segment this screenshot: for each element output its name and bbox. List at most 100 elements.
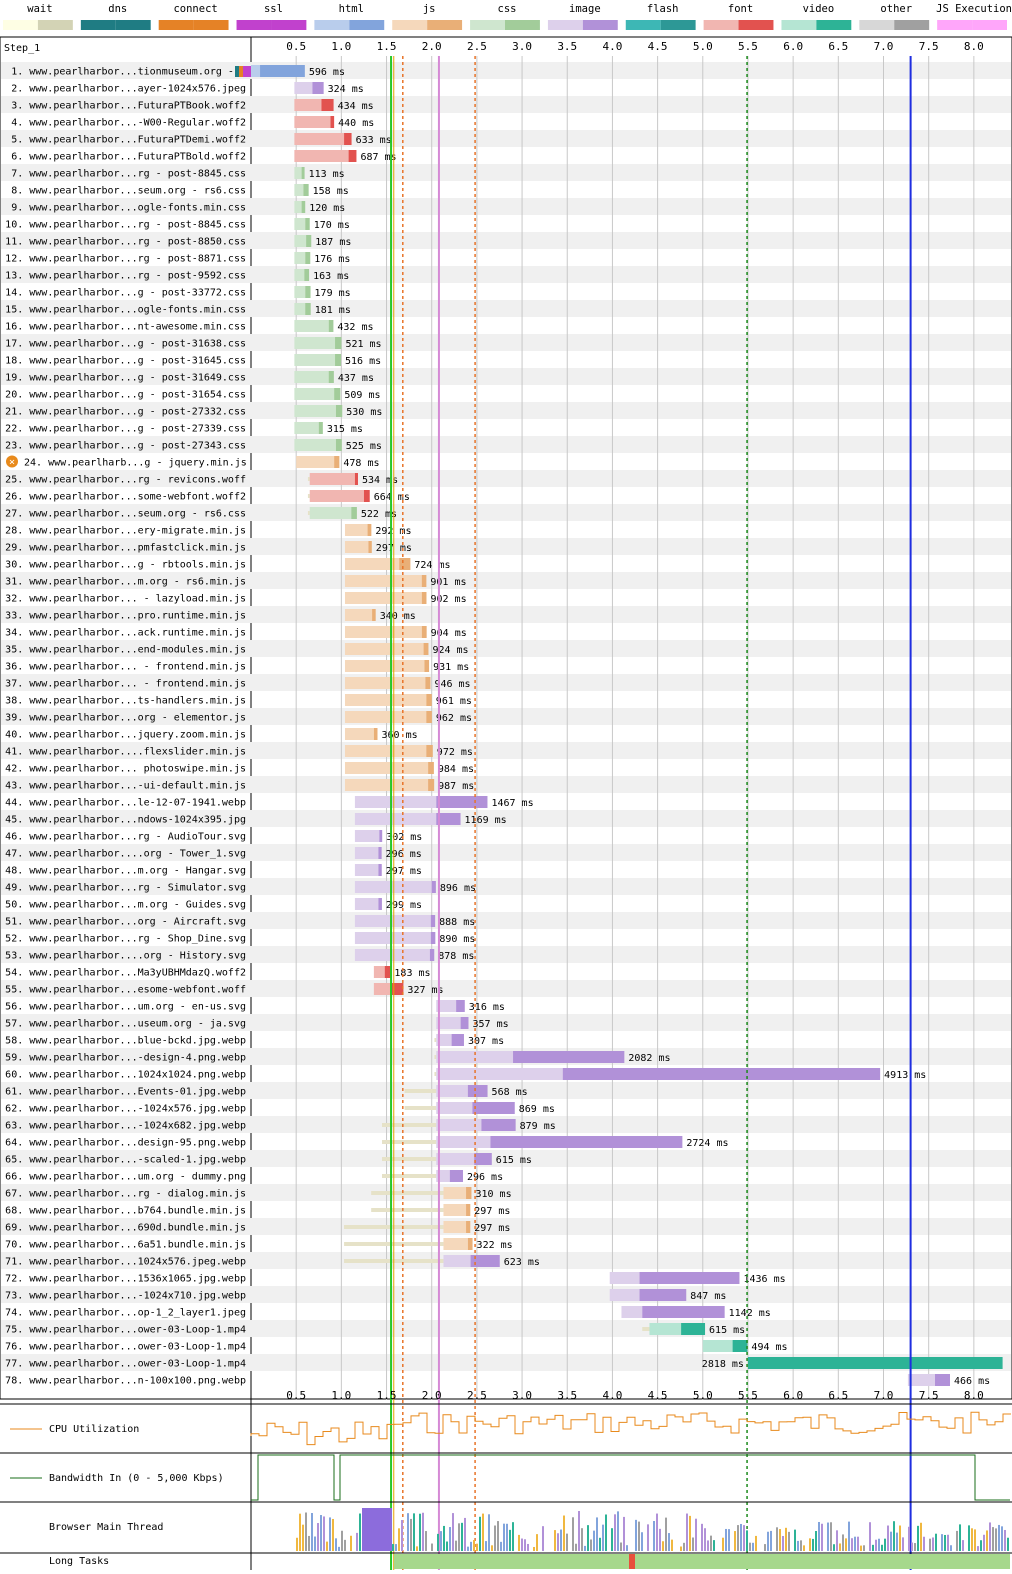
download-bar [378, 864, 382, 876]
duration-label: 176 ms [314, 254, 350, 265]
request-bar: 327 ms [373, 983, 444, 996]
request-row: 40. www.pearlharbor...jquery.zoom.min.js [5, 730, 246, 741]
main-thread-activity [641, 1532, 643, 1551]
download-bar [470, 1255, 500, 1267]
duration-label: 360 ms [382, 730, 418, 741]
request-url: 51. www.pearlharbor...org - Aircraft.svg [5, 917, 246, 928]
tick-label-bottom: 7.5 [919, 1389, 939, 1402]
queue-bar [307, 477, 310, 481]
request-row: 52. www.pearlharbor...rg - Shop_Dine.svg [5, 934, 246, 945]
ttfb-bar [294, 439, 336, 451]
main-thread-activity [701, 1523, 703, 1551]
main-thread-activity [893, 1521, 895, 1551]
download-bar [304, 269, 310, 281]
request-bar: 509 ms [294, 388, 380, 401]
main-thread-activity [572, 1517, 574, 1551]
request-url: 8. www.pearlharbor...seum.org - rs6.css [11, 186, 246, 197]
main-thread-activity [626, 1545, 628, 1551]
main-thread-activity [395, 1544, 397, 1551]
request-row: 12. www.pearlharbor...rg - post-8871.css [5, 254, 246, 265]
request-row: 51. www.pearlharbor...org - Aircraft.svg [5, 917, 246, 928]
request-url: 38. www.pearlharbor...ts-handlers.min.js [5, 696, 246, 707]
ttfb-bar [609, 1272, 640, 1284]
request-bar: 434 ms [294, 99, 374, 112]
main-thread-activity [914, 1543, 916, 1551]
row-stripe [1, 1184, 1011, 1201]
request-row: 43. www.pearlharbor...-ui-default.min.js [5, 781, 246, 792]
request-row: 44. www.pearlharbor...le-12-07-1941.webp [5, 798, 246, 809]
row-stripe [1, 504, 1011, 521]
download-bar [428, 762, 434, 774]
request-row: 74. www.pearlharbor...op-1_2_layer1.jpeg [5, 1308, 246, 1319]
main-thread-activity [419, 1513, 421, 1551]
main-thread-activity [317, 1523, 319, 1551]
legend-item: html [314, 3, 385, 30]
request-row: 9. www.pearlharbor...ogle-fonts.min.css [11, 203, 246, 214]
main-thread-activity [794, 1529, 796, 1551]
main-thread-activity [581, 1528, 583, 1551]
row-stripe [1, 198, 1011, 215]
duration-label: 879 ms [520, 1121, 556, 1132]
ttfb-bar [354, 864, 379, 876]
main-thread-activity [500, 1541, 502, 1551]
main-thread-activity [554, 1530, 556, 1551]
long-task-red [629, 1554, 635, 1569]
ttfb-bar [294, 184, 304, 196]
request-row: 36. www.pearlharbor... - frontend.min.js [5, 662, 246, 673]
ttfb-bar [373, 966, 385, 978]
queue-bar [371, 1208, 444, 1212]
request-row: 17. www.pearlharbor...g - post-31638.css [5, 339, 246, 350]
duration-label: 296 ms [386, 849, 422, 860]
download-bar [481, 1119, 516, 1131]
row-stripe [1, 946, 1011, 963]
main-thread-activity [506, 1523, 508, 1551]
download-bar [421, 626, 427, 638]
download-bar [328, 320, 334, 332]
duration-label: 931 ms [433, 662, 469, 673]
download-bar [348, 150, 357, 162]
main-thread-activity [959, 1524, 961, 1551]
download-bar [305, 303, 311, 315]
ssl-bar [243, 66, 251, 77]
request-url: 34. www.pearlharbor...ack.runtime.min.js [5, 628, 246, 639]
request-row: 73. www.pearlharbor...-1024x710.jpg.webp [5, 1291, 246, 1302]
request-bar: 307 ms [434, 1034, 504, 1047]
request-row: 42. www.pearlharbor... photoswipe.min.js [5, 764, 246, 775]
main-thread-activity [890, 1531, 892, 1551]
tick-label-top: 1.5 [377, 40, 397, 53]
request-row: 67. www.pearlharbor...rg - dialog.min.js [5, 1189, 246, 1200]
tick-label-bottom: 2.5 [467, 1389, 487, 1402]
main-thread-activity [464, 1517, 466, 1551]
download-bar [373, 728, 378, 740]
request-row: 46. www.pearlharbor...rg - AudioTour.svg [5, 832, 246, 843]
main-thread-activity [620, 1542, 622, 1551]
request-row: 49. www.pearlharbor...rg - Simulator.svg [5, 883, 246, 894]
request-url: 61. www.pearlharbor...Events-01.jpg.webp [5, 1087, 246, 1098]
tick-label-bottom: 5.0 [693, 1389, 713, 1402]
warning-icon [6, 455, 18, 468]
request-row: 5. www.pearlharbor...FuturaPTDemi.woff2 [11, 135, 246, 146]
main-thread-activity [614, 1514, 616, 1551]
download-bar [335, 337, 342, 349]
ttfb-bar [344, 660, 425, 672]
legend: wait dns connect ssl html js css image flash font… [3, 3, 1012, 30]
legend-item: ssl [236, 3, 307, 30]
request-bar: 902 ms [344, 592, 467, 605]
request-row: 72. www.pearlharbor...1536x1065.jpg.webp [5, 1274, 246, 1285]
ttfb-bar [344, 558, 400, 570]
main-thread-activity [557, 1533, 559, 1551]
row-stripe [1, 1320, 1011, 1337]
duration-label: 113 ms [309, 169, 345, 180]
duration-label: 516 ms [345, 356, 381, 367]
download-bar [474, 1153, 492, 1165]
duration-label: 183 ms [394, 968, 430, 979]
main-thread-activity [431, 1543, 433, 1551]
main-thread-activity [665, 1517, 667, 1551]
request-row: 2. www.pearlharbor...ayer-1024x576.jpeg [11, 84, 246, 95]
main-thread-activity [638, 1521, 640, 1551]
ttfb-bar [294, 133, 345, 145]
main-thread-activity [887, 1525, 889, 1551]
legend-label: ssl [264, 3, 283, 15]
request-row: 68. www.pearlharbor...b764.bundle.min.js [5, 1206, 246, 1217]
main-thread-activity [437, 1533, 439, 1551]
